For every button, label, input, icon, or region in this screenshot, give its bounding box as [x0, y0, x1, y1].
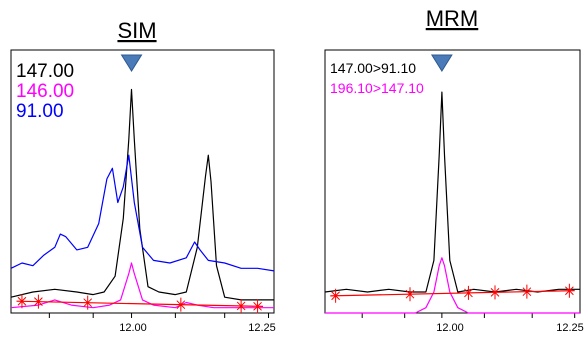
legend-91: 91.00 — [16, 101, 64, 122]
sim-baseline-marker-3 — [176, 297, 186, 312]
mrm-baseline-marker-2 — [464, 285, 473, 300]
mrm-title: MRM — [426, 6, 479, 31]
sim-tick-12-00: 12.00 — [119, 322, 147, 334]
sim-series-2 — [10, 154, 275, 272]
sim-baseline-marker-5 — [253, 299, 262, 314]
sim-baseline-marker-2 — [83, 295, 93, 310]
sim-baseline-marker-4 — [236, 298, 246, 313]
mrm-baseline-marker-1 — [405, 287, 415, 302]
mrm-series-0 — [324, 91, 580, 293]
mrm-tick-12-00: 12.00 — [436, 322, 464, 334]
mrm-series-1 — [325, 257, 580, 314]
sim-baseline-marker-1 — [34, 294, 43, 309]
legend-147-91: 147.00>91.10 — [330, 60, 416, 76]
sim-tick-12-25: 12.25 — [248, 322, 276, 334]
sim-peak-marker — [120, 54, 143, 72]
mrm-peak-marker — [430, 54, 453, 72]
sim-series-3 — [16, 300, 264, 307]
mrm-plot-frame — [324, 49, 581, 314]
sim-title: SIM — [117, 18, 156, 43]
mrm-baseline-marker-3 — [490, 285, 500, 300]
mrm-baseline-marker-0 — [331, 288, 340, 303]
sim-series-1 — [10, 262, 274, 309]
mrm-series-2 — [330, 290, 575, 297]
mrm-baseline-marker-5 — [565, 283, 574, 298]
legend-146: 146.00 — [16, 81, 74, 102]
sim-plot-frame — [10, 49, 275, 314]
sim-baseline-marker-0 — [17, 294, 27, 309]
mrm-baseline-marker-4 — [522, 284, 532, 299]
legend-196-147: 196.10>147.10 — [330, 80, 424, 96]
mrm-tick-12-25: 12.25 — [556, 322, 584, 334]
sim-series-0 — [10, 88, 274, 301]
legend-147: 147.00 — [16, 61, 74, 82]
